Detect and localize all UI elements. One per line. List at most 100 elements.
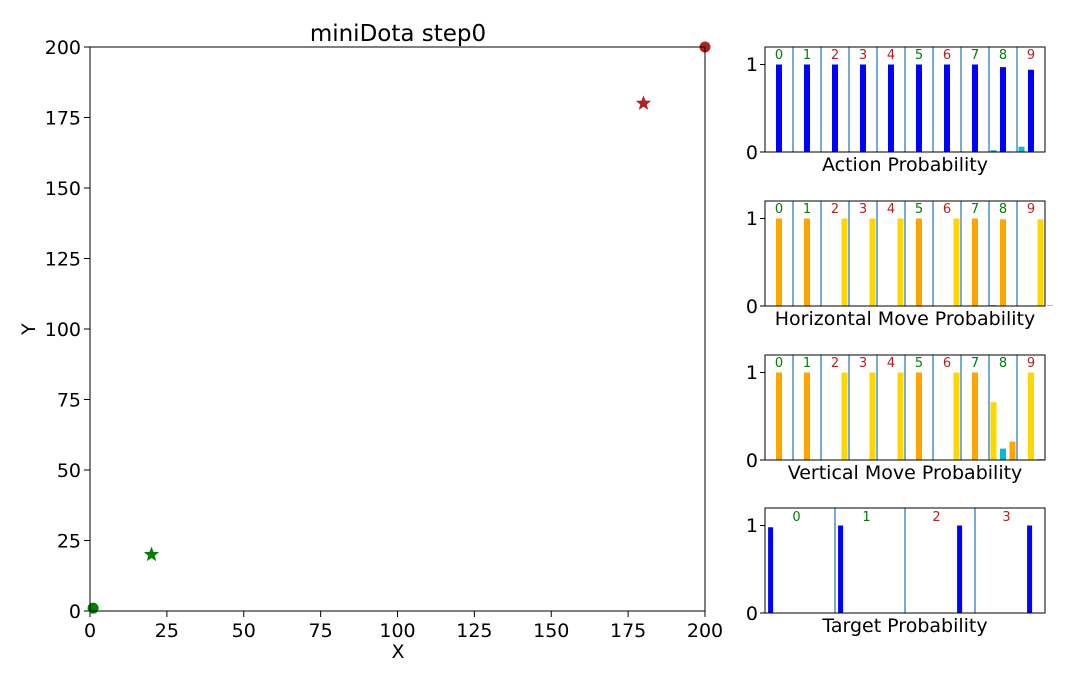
group-label: 5: [915, 48, 923, 63]
action-bars: [776, 64, 1034, 152]
group-label: 2: [831, 202, 839, 217]
group-label: 2: [831, 356, 839, 371]
map-ytick-label: 150: [45, 178, 81, 200]
map-frame: [89, 46, 706, 612]
group-label: 3: [859, 356, 867, 371]
action-dividers: [792, 47, 1018, 152]
map-xtick-label: 175: [610, 620, 646, 642]
probability-bar: [1028, 372, 1034, 460]
probability-bar: [776, 218, 782, 306]
horizontal-ytick-0: 0: [746, 296, 758, 318]
probability-bar: [953, 372, 960, 460]
map-ytick-label: 0: [69, 601, 81, 623]
target-bars: [768, 525, 1033, 613]
map-ytick-label: 125: [45, 249, 81, 271]
probability-bar: [897, 218, 904, 306]
group-label: 0: [775, 48, 783, 63]
group-label: 3: [859, 202, 867, 217]
action-ytick-1: 1: [746, 54, 758, 76]
probability-bar: [869, 372, 876, 460]
red-star-marker: [635, 95, 652, 110]
group-label: 1: [862, 510, 870, 525]
probability-bar: [1018, 146, 1025, 152]
group-label: 6: [943, 202, 951, 217]
group-label: 1: [803, 48, 811, 63]
group-label: 0: [792, 510, 800, 525]
probability-bar: [1000, 448, 1006, 460]
probability-bar: [972, 372, 978, 460]
group-label: 6: [943, 48, 951, 63]
map-ytick-label: 75: [57, 390, 81, 412]
probability-bar: [804, 218, 810, 306]
map-ytick-label: 200: [45, 37, 81, 59]
map-ytick-label: 50: [57, 460, 81, 482]
map-xtick-label: 100: [379, 620, 415, 642]
horizontal-move-probability-label: Horizontal Move Probability: [775, 308, 1035, 330]
group-label: 4: [887, 202, 895, 217]
action-ytick-0: 0: [746, 142, 758, 164]
target-probability-label: Target Probability: [821, 615, 987, 637]
group-label: 0: [775, 356, 783, 371]
group-label: 2: [831, 48, 839, 63]
horizontal-dividers: [792, 201, 1018, 306]
map-ytick-label: 175: [45, 108, 81, 130]
map-y-axis-label: Y: [18, 323, 40, 336]
probability-bar: [957, 525, 963, 613]
probability-bar: [897, 372, 904, 460]
probability-bar: [916, 64, 922, 152]
group-label: 8: [999, 48, 1007, 63]
probability-bar: [804, 372, 810, 460]
probability-bar: [1047, 305, 1053, 306]
horizontal-frame: [764, 200, 1046, 307]
probability-bar: [953, 218, 960, 306]
probability-bar: [972, 218, 978, 306]
target-group-labels: 0 1 2 3: [792, 510, 1010, 525]
probability-bar: [776, 64, 782, 152]
vertical-frame: [764, 354, 1046, 461]
probability-bar: [860, 64, 866, 152]
probability-bar: [944, 64, 950, 152]
vertical-move-probability-label: Vertical Move Probability: [788, 462, 1023, 484]
horizontal-bars: [776, 218, 1053, 306]
probability-bar: [768, 527, 774, 613]
action-probability-label: Action Probability: [822, 154, 988, 176]
map-xtick-label: 125: [456, 620, 492, 642]
map-xtick-label: 50: [232, 620, 256, 642]
group-label: 6: [943, 356, 951, 371]
map-xtick-label: 25: [155, 620, 179, 642]
map-xtick-label: 200: [687, 620, 723, 642]
probability-bar: [990, 150, 997, 152]
probability-bar: [990, 402, 997, 460]
group-label: 9: [1027, 48, 1035, 63]
map-xtick-label: 75: [309, 620, 333, 642]
probability-bar: [1028, 69, 1034, 152]
group-label: 9: [1027, 356, 1035, 371]
probability-bar: [841, 218, 848, 306]
target-frame: [764, 507, 1046, 614]
group-label: 8: [999, 202, 1007, 217]
probability-bar: [1027, 525, 1033, 613]
target-ytick-0: 0: [746, 603, 758, 625]
map-ytick-label: 100: [45, 319, 81, 341]
probability-bar: [916, 372, 922, 460]
green-star-marker: [143, 546, 160, 562]
vertical-dividers: [792, 355, 1018, 460]
map-title: miniDota step0: [310, 21, 486, 47]
probability-bar: [1000, 67, 1006, 152]
group-label: 5: [915, 356, 923, 371]
target-dividers: [834, 508, 976, 613]
group-label: 5: [915, 202, 923, 217]
group-label: 4: [887, 356, 895, 371]
probability-bar: [1000, 219, 1006, 306]
vertical-bars: [776, 372, 1044, 460]
group-label: 3: [1002, 510, 1010, 525]
probability-bar: [869, 218, 876, 306]
group-label: 8: [999, 356, 1007, 371]
probability-bar: [916, 218, 922, 306]
group-label: 7: [971, 356, 979, 371]
probability-bar: [888, 64, 894, 152]
group-label: 1: [803, 356, 811, 371]
group-label: 4: [887, 48, 895, 63]
action-frame: [764, 46, 1046, 153]
